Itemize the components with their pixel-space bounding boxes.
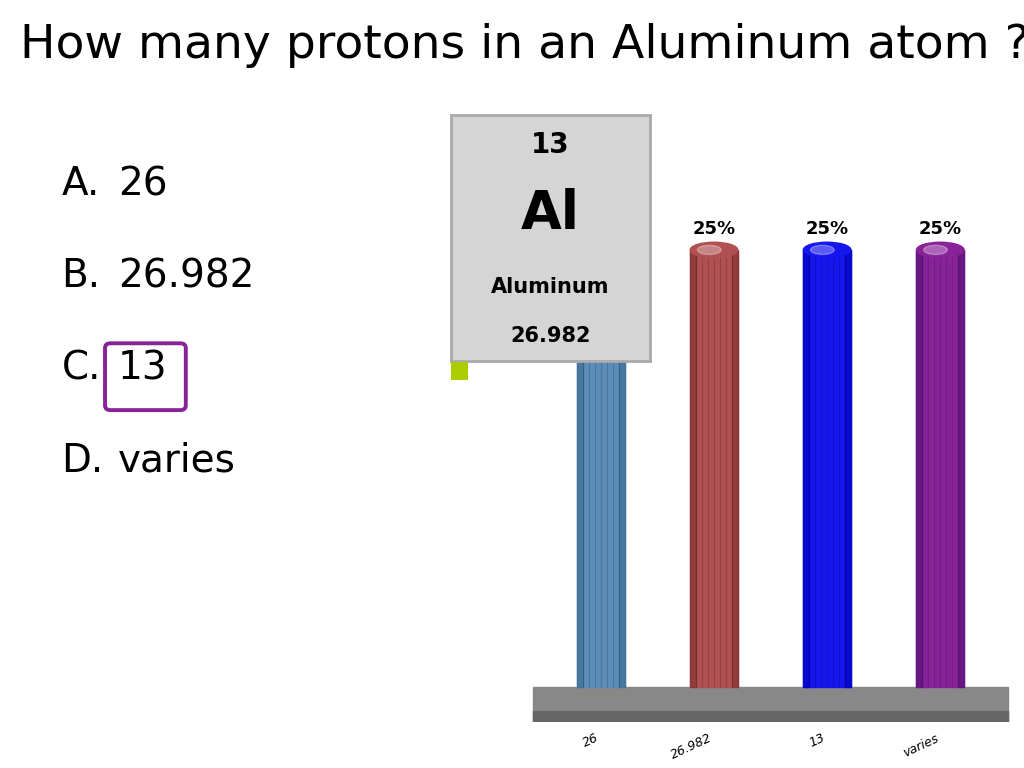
Bar: [804, 250, 809, 687]
Bar: [732, 250, 737, 687]
Bar: [534, 711, 1008, 722]
Text: B.: B.: [61, 257, 100, 296]
Text: varies: varies: [118, 442, 236, 480]
Bar: [845, 250, 851, 687]
Bar: [916, 250, 964, 687]
Text: 26.982: 26.982: [510, 326, 591, 346]
Ellipse shape: [810, 245, 835, 254]
Ellipse shape: [697, 245, 721, 254]
Text: 13: 13: [531, 131, 569, 159]
Ellipse shape: [804, 242, 851, 257]
Text: D.: D.: [61, 442, 103, 480]
Text: 25%: 25%: [692, 220, 735, 238]
Text: Al: Al: [521, 187, 580, 240]
Bar: [804, 250, 851, 687]
Ellipse shape: [916, 242, 964, 257]
Ellipse shape: [585, 245, 608, 254]
Text: 25%: 25%: [806, 220, 849, 238]
Bar: [690, 250, 737, 687]
Text: 26: 26: [118, 165, 167, 204]
Ellipse shape: [578, 242, 625, 257]
Bar: [618, 250, 625, 687]
Text: 25%: 25%: [919, 220, 962, 238]
Bar: [578, 250, 625, 687]
Text: 13: 13: [118, 349, 167, 388]
Bar: [534, 687, 1008, 722]
Bar: [916, 250, 923, 687]
Text: How many protons in an Aluminum atom ?: How many protons in an Aluminum atom ?: [20, 23, 1024, 68]
Bar: [690, 250, 696, 687]
Text: 25%: 25%: [580, 220, 623, 238]
Bar: [958, 250, 964, 687]
Text: C.: C.: [61, 349, 101, 388]
Text: Aluminum: Aluminum: [492, 277, 609, 297]
Ellipse shape: [924, 245, 947, 254]
Ellipse shape: [690, 242, 737, 257]
Text: A.: A.: [61, 165, 99, 204]
Text: 26.982: 26.982: [118, 257, 254, 296]
Bar: [578, 250, 583, 687]
